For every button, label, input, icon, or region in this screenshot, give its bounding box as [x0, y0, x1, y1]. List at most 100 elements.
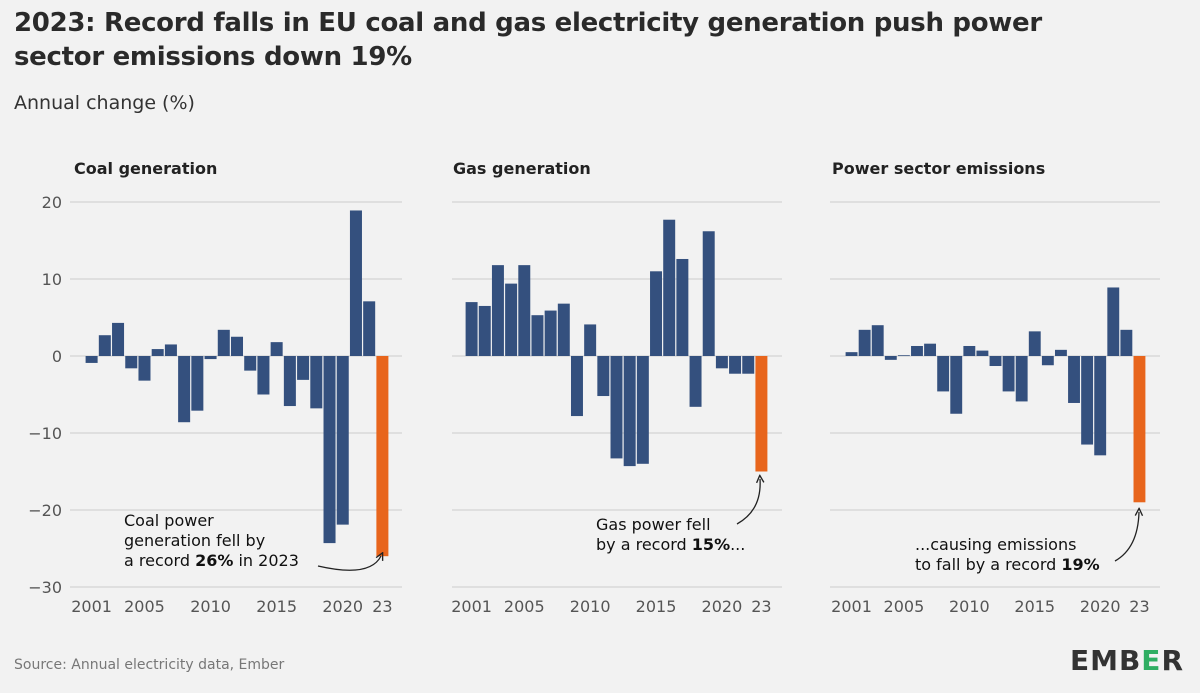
bar [911, 345, 923, 356]
annotation: Coal power generation fell by a record 26%… [124, 511, 299, 570]
annotation-arrow [1114, 512, 1139, 562]
bar [570, 356, 583, 417]
annotation-arrow [736, 479, 760, 525]
bar [871, 325, 884, 356]
annotation-line: ...causing emissions [915, 535, 1076, 554]
annotation-line: generation fell by [124, 531, 265, 550]
y-tick-label: −30 [28, 578, 62, 597]
x-tick-label: 2015 [256, 597, 297, 616]
bar [924, 343, 937, 356]
annotation-line: a record 26% in 2023 [124, 551, 299, 570]
bar [676, 258, 689, 356]
bar [544, 310, 557, 356]
x-tick-label: 2020 [322, 597, 363, 616]
bar [505, 283, 518, 356]
bar [125, 356, 138, 369]
bar [363, 301, 376, 356]
bar [244, 356, 257, 371]
bar [663, 219, 676, 356]
x-tick-label: 23 [1129, 597, 1149, 616]
annotation-line: by a record 15%... [596, 535, 745, 554]
annotation-line: to fall by a record 19% [915, 555, 1100, 574]
bar [742, 356, 755, 374]
bar [85, 356, 98, 363]
annotation-arrow [317, 556, 381, 571]
bar [937, 356, 950, 392]
bar [323, 356, 336, 544]
bar [1094, 356, 1107, 456]
bar [702, 231, 715, 356]
y-tick-label: 10 [42, 270, 62, 289]
bar [557, 303, 570, 356]
x-tick-label: 2010 [190, 597, 231, 616]
x-tick-label: 23 [372, 597, 392, 616]
bar [283, 356, 296, 407]
x-tick-label: 2005 [884, 597, 925, 616]
bar [584, 324, 597, 356]
bar [478, 305, 491, 356]
bar [1107, 287, 1120, 356]
bar [636, 356, 649, 464]
panel-2: Gas generation 2001 2005 2010 2015 2020 23 Gas … [451, 159, 782, 616]
bar [151, 349, 164, 356]
bar [204, 356, 217, 360]
x-tick-label: 2001 [831, 597, 872, 616]
bar [623, 356, 636, 467]
bar-highlight [755, 356, 768, 472]
y-tick-label: 0 [52, 347, 62, 366]
bar [297, 356, 310, 380]
y-tick-label: 20 [42, 193, 62, 212]
x-tick-label: 23 [751, 597, 771, 616]
bar [1028, 331, 1041, 356]
bar [963, 345, 976, 356]
y-tick-label: −10 [28, 424, 62, 443]
bar [729, 356, 742, 374]
bar [518, 265, 531, 356]
bar [1120, 329, 1133, 356]
bar [897, 355, 910, 357]
bar [1054, 349, 1067, 356]
bar-highlight [1133, 356, 1146, 503]
annotation-line: Gas power fell [596, 515, 711, 534]
annotation-line: Coal power [124, 511, 214, 530]
x-tick-label: 2015 [1014, 597, 1055, 616]
x-tick-label: 2020 [1080, 597, 1121, 616]
ember-logo: EMBER [1069, 644, 1184, 677]
bar [138, 356, 151, 381]
bar [257, 356, 270, 395]
x-tick-label: 2005 [124, 597, 165, 616]
x-tick-label: 2005 [504, 597, 545, 616]
bar [976, 350, 989, 356]
bar [858, 329, 871, 356]
x-tick-label: 2001 [71, 597, 112, 616]
y-tick-label: −20 [28, 501, 62, 520]
x-tick-label: 2001 [451, 597, 492, 616]
bar [1068, 356, 1080, 403]
bar [950, 356, 963, 414]
bar [178, 356, 191, 423]
panel-title: Gas generation [453, 159, 591, 178]
bar [270, 342, 283, 356]
annotation-bold: 26% [195, 551, 233, 570]
bar [610, 356, 623, 459]
panel-title: Power sector emissions [832, 159, 1045, 178]
bar [491, 265, 504, 356]
bar [715, 356, 728, 369]
bar [989, 356, 1002, 367]
bar [217, 329, 230, 356]
source-note: Source: Annual electricity data, Ember [14, 657, 285, 673]
x-tick-label: 2020 [702, 597, 743, 616]
chart-subtitle: Annual change (%) [14, 92, 195, 114]
bar [597, 356, 610, 397]
panel-3: Power sector emissions 2001 2005 2010 2015 20… [830, 159, 1160, 616]
annotation-bold: 19% [1061, 555, 1099, 574]
bar [164, 344, 177, 356]
bar [845, 352, 858, 356]
bar [336, 356, 349, 525]
bar [884, 356, 897, 360]
bar [1081, 356, 1094, 445]
bar [310, 356, 323, 409]
annotation-bold: 15% [692, 535, 730, 554]
